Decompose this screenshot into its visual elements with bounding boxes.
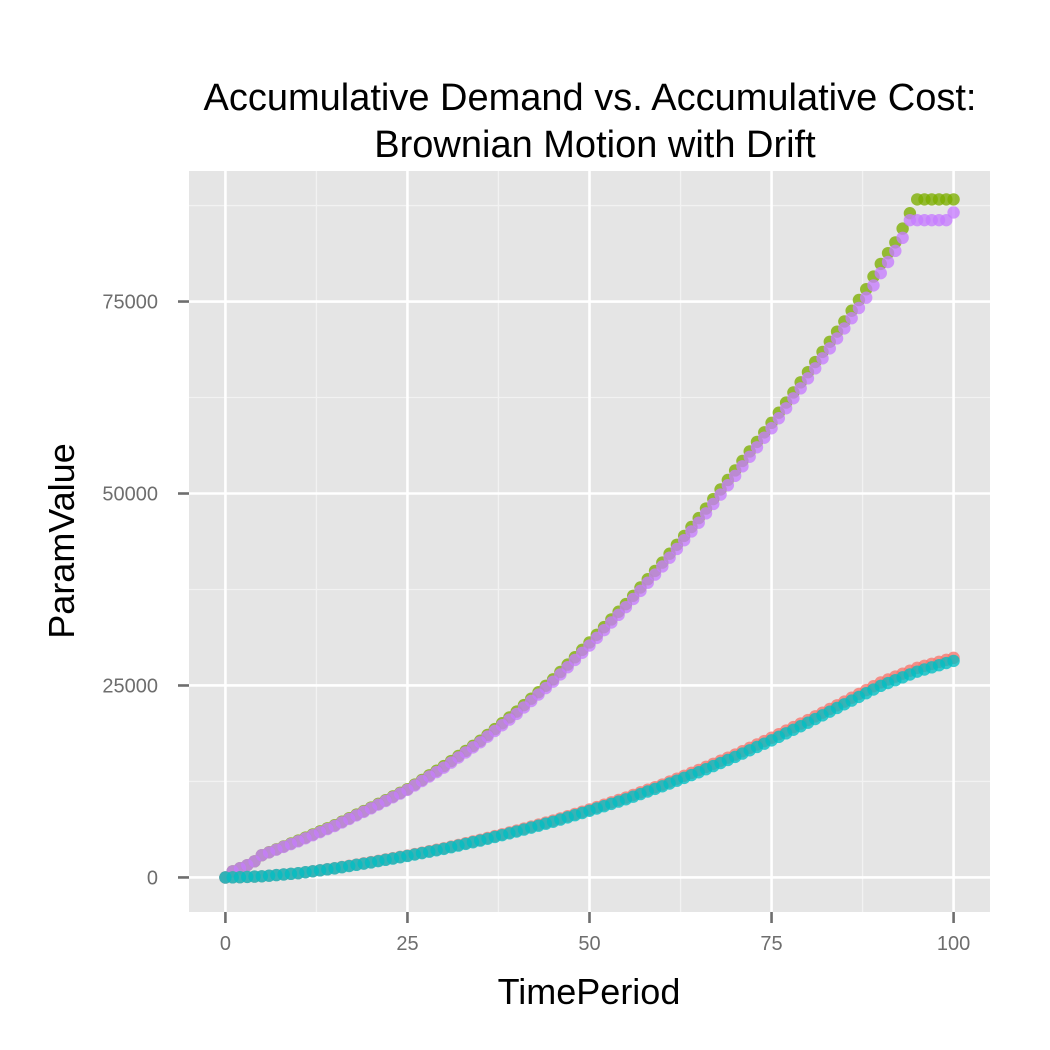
x-axis-title: TimePeriod	[498, 971, 681, 1012]
data-point	[830, 332, 844, 345]
data-point	[736, 460, 749, 473]
y-tick-label: 50000	[102, 484, 158, 506]
data-point	[590, 631, 603, 645]
data-point	[728, 469, 742, 483]
data-point	[648, 568, 662, 581]
axes: 0 25 50 75 100 0 25000 50000 75000	[102, 292, 970, 955]
chart-title-line-1: Accumulative Demand vs. Accumulative Cos…	[204, 77, 977, 119]
data-point	[947, 654, 960, 668]
data-point	[743, 450, 756, 463]
data-point	[758, 431, 771, 444]
data-point	[634, 584, 647, 598]
data-point	[685, 525, 698, 538]
y-tick-label: 25000	[102, 675, 158, 697]
data-points	[219, 193, 960, 884]
data-point	[816, 352, 829, 365]
data-point	[809, 362, 822, 375]
data-point	[947, 193, 960, 206]
data-point	[823, 342, 836, 355]
data-point	[794, 382, 807, 395]
x-tick-label: 25	[396, 933, 418, 955]
data-point	[670, 542, 684, 556]
data-point	[714, 488, 727, 501]
data-point	[663, 551, 676, 564]
data-point	[656, 560, 669, 573]
x-tick-label: 50	[578, 933, 600, 955]
data-point	[692, 516, 705, 529]
data-point	[707, 497, 720, 511]
x-tick-label: 75	[760, 933, 782, 955]
data-point	[605, 616, 618, 629]
y-axis-title: ParamValue	[41, 443, 82, 638]
data-point	[852, 301, 866, 315]
data-point	[677, 533, 691, 547]
x-tick-label: 0	[220, 933, 231, 955]
data-point	[787, 392, 800, 405]
data-point	[721, 479, 735, 492]
data-point	[801, 372, 815, 385]
y-tick-label: 0	[147, 867, 158, 889]
data-point	[845, 311, 858, 325]
data-point	[779, 402, 793, 415]
data-point	[765, 422, 778, 435]
data-point	[641, 576, 654, 589]
data-point	[597, 623, 611, 637]
series-3-points	[219, 654, 960, 884]
data-point	[626, 592, 640, 606]
data-point	[619, 600, 633, 614]
chart-title: Accumulative Demand vs. Accumulative Cos…	[204, 77, 977, 166]
y-tick-label: 75000	[102, 292, 158, 314]
chart-title-line-2: Brownian Motion with Drift	[374, 124, 816, 166]
data-point	[772, 412, 786, 425]
data-point	[750, 441, 764, 454]
data-point	[612, 608, 625, 622]
data-point	[583, 639, 596, 652]
data-point	[896, 222, 909, 235]
x-tick-label: 100	[937, 933, 970, 955]
data-point	[699, 507, 713, 520]
data-point	[881, 255, 895, 269]
data-point	[889, 244, 902, 258]
data-point	[947, 206, 960, 219]
data-point	[896, 231, 909, 245]
data-point	[867, 279, 880, 292]
data-point	[838, 322, 851, 335]
series-1-points	[219, 206, 960, 884]
data-point	[874, 266, 887, 280]
data-point	[860, 291, 873, 304]
